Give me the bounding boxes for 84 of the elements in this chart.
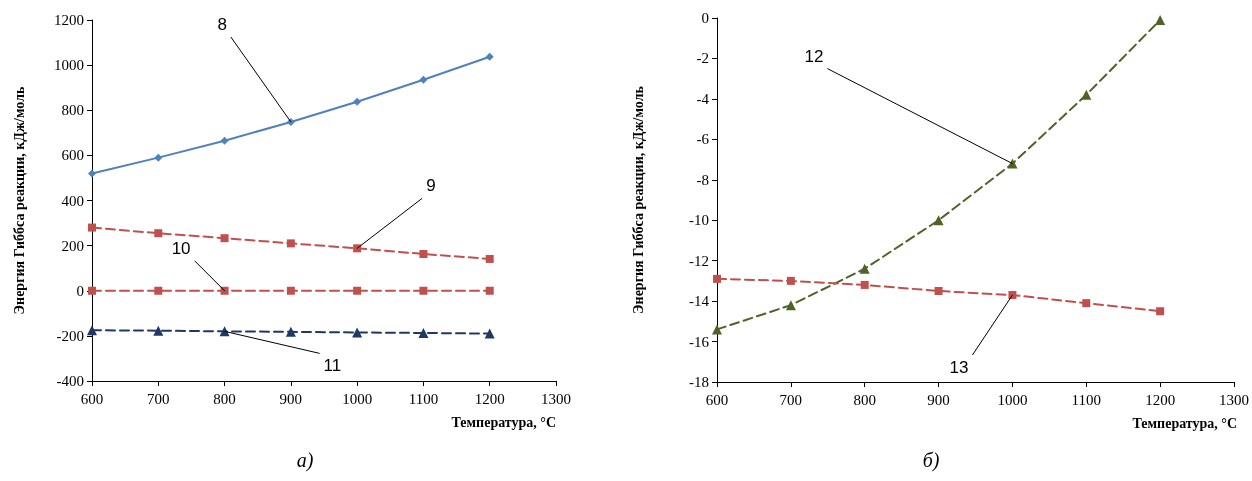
text: б) — [922, 449, 940, 472]
point — [485, 254, 494, 263]
x-tick-label: 700 — [779, 391, 803, 408]
point — [485, 286, 494, 295]
point — [352, 327, 363, 338]
point — [286, 286, 295, 295]
y-tick-label: 400 — [61, 192, 84, 209]
annotation: 12 — [804, 46, 824, 66]
y-tick-label: 800 — [61, 102, 84, 119]
y-tick-label: -10 — [689, 212, 709, 229]
annotation: 11 — [323, 356, 342, 376]
text: а) — [296, 449, 314, 472]
x-tick-label: 1200 — [474, 390, 505, 407]
point — [286, 239, 295, 248]
y-tick-label: -16 — [689, 333, 710, 350]
y-tick-label: -18 — [689, 374, 709, 390]
point — [934, 287, 943, 295]
point — [154, 153, 163, 162]
point — [713, 274, 721, 283]
point — [219, 326, 230, 337]
point — [419, 75, 428, 84]
x-tick-label: 1100 — [408, 390, 439, 407]
x-tick-label: 900 — [279, 390, 303, 407]
point — [154, 286, 163, 295]
y-tick-label: -6 — [696, 131, 710, 148]
annotation: 10 — [171, 238, 191, 258]
x-axis-title: Температура, °С — [1132, 415, 1238, 431]
point — [1155, 15, 1166, 26]
annotation: 13 — [949, 358, 969, 378]
y-tick-label: 0 — [76, 282, 84, 299]
y-tick-label: 600 — [61, 147, 84, 164]
point — [419, 249, 428, 258]
y-tick-label: -200 — [56, 327, 84, 344]
x-tick-label: 1200 — [1145, 391, 1176, 408]
x-tick-label: 600 — [80, 390, 104, 407]
x-tick-label: 800 — [853, 391, 876, 408]
y-tick-label: -2 — [696, 50, 709, 67]
y-axis-title: Энергия Гиббса реакции, кДж/моль — [11, 86, 27, 315]
point — [1156, 307, 1165, 316]
x-tick-label: 1000 — [342, 390, 373, 407]
x-tick-label: 1100 — [1071, 391, 1102, 408]
x-tick-label: 1300 — [1219, 391, 1249, 408]
point — [484, 328, 495, 339]
point — [220, 234, 229, 243]
y-tick-label: 1200 — [54, 12, 84, 28]
y-tick-label: -400 — [56, 373, 84, 389]
point — [88, 169, 96, 178]
point — [88, 286, 96, 295]
x-tick-label: 700 — [147, 390, 170, 407]
y-tick-label: -4 — [696, 90, 710, 107]
y-tick-label: 1000 — [54, 57, 84, 74]
x-tick-label: 800 — [213, 390, 236, 407]
point — [1007, 158, 1018, 169]
point — [87, 325, 97, 336]
point — [220, 136, 229, 145]
point — [859, 263, 870, 274]
point — [860, 280, 869, 289]
point — [353, 286, 362, 295]
point — [933, 215, 944, 226]
y-axis-title: Энергия Гиббса реакции, кДж/моль — [630, 85, 646, 314]
point — [712, 324, 722, 335]
x-tick-label: 1300 — [541, 390, 571, 407]
x-tick-label: 900 — [927, 391, 950, 408]
point — [786, 276, 795, 285]
y-tick-label: -8 — [696, 171, 709, 188]
point — [285, 326, 296, 337]
x-axis-title: Температура, °С — [451, 414, 557, 430]
point — [353, 97, 362, 106]
annotation: 9 — [426, 176, 436, 196]
point — [1082, 299, 1091, 308]
point — [419, 286, 428, 295]
point — [154, 229, 163, 238]
point — [418, 327, 429, 338]
y-tick-label: -12 — [689, 252, 709, 269]
y-tick-label: -14 — [689, 293, 710, 310]
point — [153, 325, 164, 336]
annotation: 8 — [217, 14, 227, 34]
point — [1081, 89, 1092, 100]
x-tick-label: 1000 — [997, 391, 1028, 408]
point — [485, 52, 494, 61]
y-tick-label: 0 — [701, 10, 709, 26]
y-tick-label: 200 — [61, 237, 84, 254]
point — [88, 223, 96, 232]
point — [785, 300, 796, 311]
